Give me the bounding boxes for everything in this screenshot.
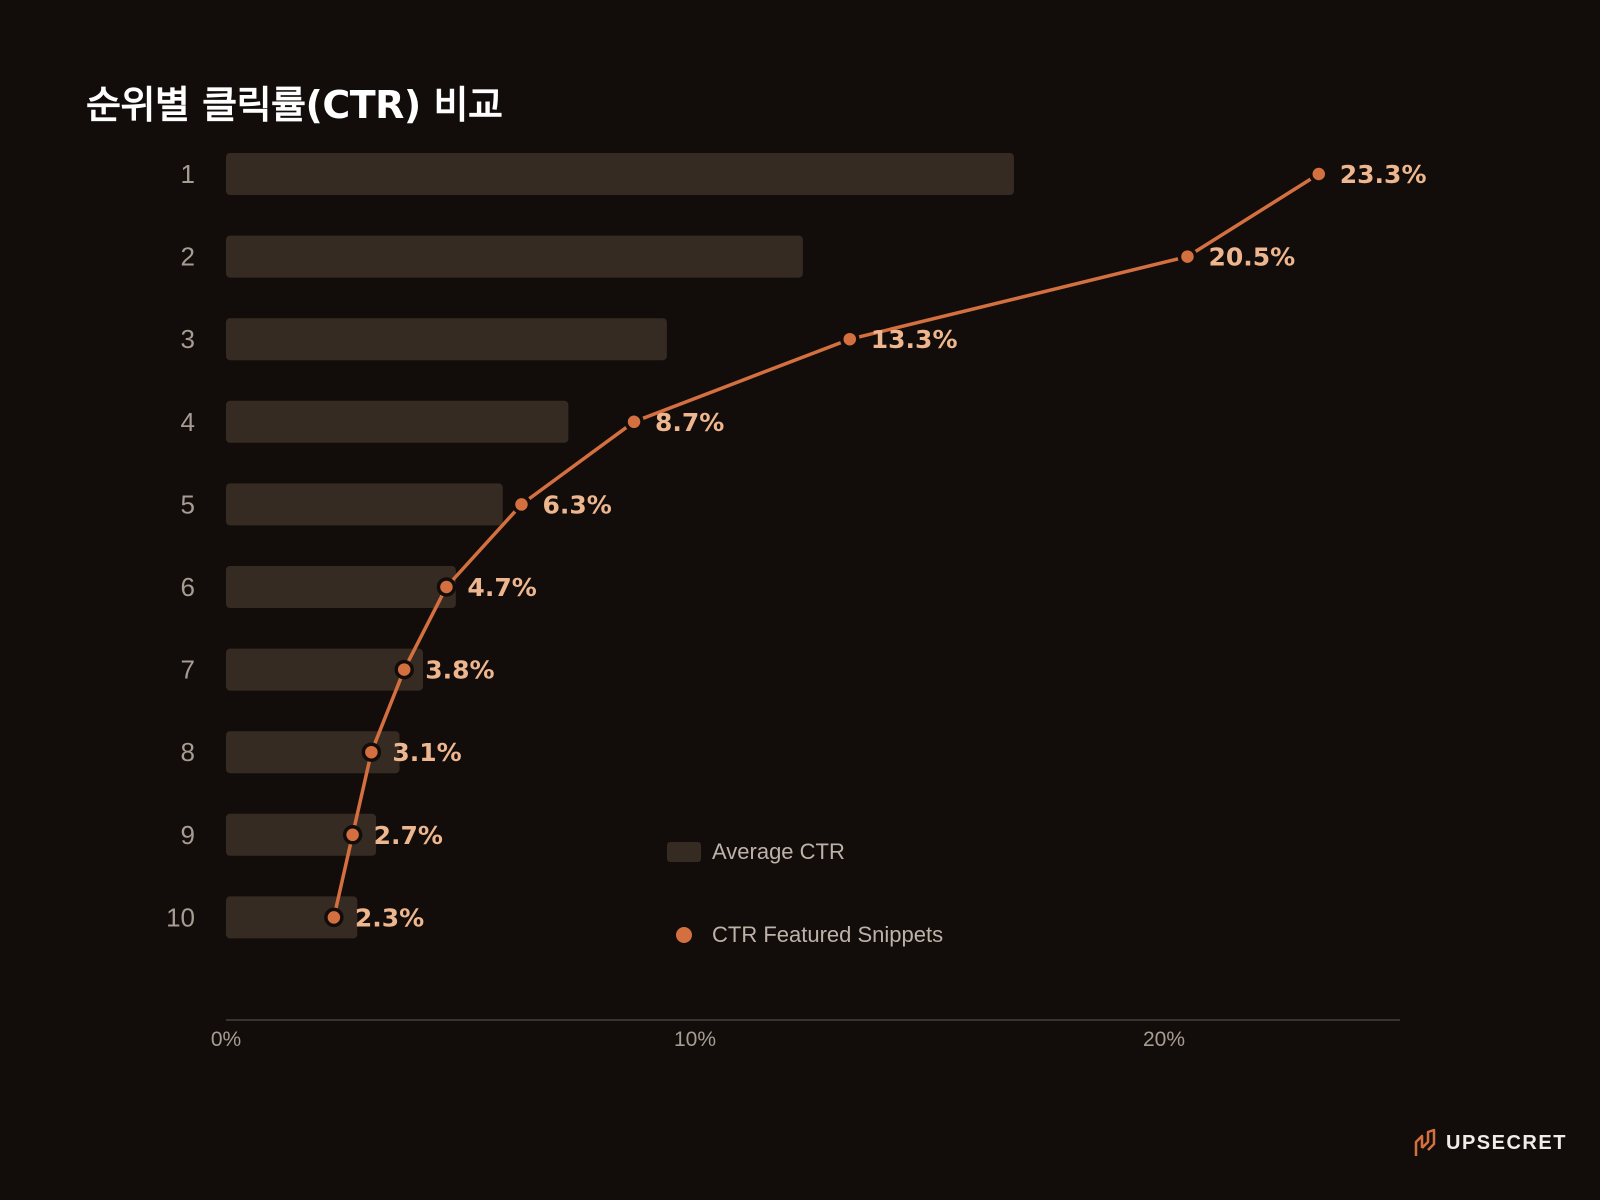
- data-label-6: 4.7%: [467, 573, 536, 602]
- legend-marker-featured-snippets: [676, 927, 692, 943]
- y-tick-label-9: 9: [181, 820, 195, 850]
- y-tick-label-3: 3: [181, 324, 195, 354]
- point-featured-snippets-2: [1177, 246, 1198, 267]
- data-label-7: 3.8%: [425, 656, 494, 685]
- x-tick-label-10: 10%: [674, 1028, 716, 1051]
- bar-average-ctr-7: [226, 648, 423, 691]
- x-tick-label-20: 20%: [1143, 1028, 1185, 1051]
- legend-swatch-average-ctr: [667, 842, 701, 862]
- y-tick-label-7: 7: [181, 655, 195, 685]
- y-tick-label-5: 5: [181, 489, 195, 519]
- point-featured-snippets-4: [624, 412, 644, 432]
- data-label-1: 23.3%: [1340, 160, 1427, 189]
- data-label-8: 3.1%: [392, 738, 461, 767]
- bar-average-ctr-3: [226, 318, 667, 361]
- y-tick-label-4: 4: [181, 407, 195, 437]
- bar-average-ctr-5: [226, 483, 503, 526]
- y-tick-label-1: 1: [181, 159, 195, 189]
- bar-average-ctr-6: [226, 566, 456, 608]
- point-featured-snippets-1: [1309, 164, 1329, 184]
- data-labels: 23.3% 20.5% 13.3% 8.7% 6.3% 4.7% 3.8% 3.1% 2.7% 2…: [355, 160, 1427, 932]
- legend: Average CTR CTR Featured Snippets: [667, 839, 943, 947]
- bar-average-ctr-2: [226, 235, 803, 278]
- x-tick-label-0: 0%: [211, 1028, 241, 1051]
- snippet-points: [324, 164, 1329, 928]
- point-featured-snippets-6: [436, 577, 457, 597]
- bar-average-ctr-9: [226, 813, 377, 856]
- data-label-9: 2.7%: [374, 821, 443, 850]
- point-featured-snippets-7: [394, 659, 414, 680]
- bar-average-ctr-8: [226, 731, 400, 774]
- legend-label-featured-snippets: CTR Featured Snippets: [712, 922, 943, 947]
- bar-average-ctr-10: [226, 896, 358, 939]
- point-featured-snippets-3: [840, 329, 860, 349]
- point-featured-snippets-10: [324, 907, 344, 928]
- data-label-10: 2.3%: [355, 903, 424, 932]
- legend-label-average-ctr: Average CTR: [712, 839, 845, 864]
- brand-name: UPSECRET: [1446, 1131, 1567, 1154]
- data-label-5: 6.3%: [542, 490, 611, 519]
- x-axis-ticks: 0% 10% 20%: [211, 1028, 1185, 1051]
- page-title: 순위별 클릭률(CTR) 비교: [86, 83, 503, 127]
- data-label-3: 13.3%: [871, 325, 958, 354]
- point-featured-snippets-5: [511, 494, 532, 515]
- upsecret-logo-icon: [1414, 1128, 1436, 1156]
- snippet-series-line: [332, 172, 1320, 918]
- point-featured-snippets-8: [361, 742, 382, 762]
- bars-layer: [226, 153, 1014, 939]
- y-tick-label-8: 8: [181, 737, 195, 767]
- y-tick-label-2: 2: [181, 242, 195, 272]
- brand-logo: UPSECRET: [1412, 1128, 1567, 1158]
- data-label-2: 20.5%: [1208, 243, 1295, 272]
- y-tick-label-6: 6: [181, 572, 195, 602]
- bar-average-ctr-1: [226, 153, 1014, 195]
- data-label-4: 8.7%: [655, 408, 724, 437]
- y-tick-label-10: 10: [166, 902, 195, 932]
- y-axis-labels: 1 2 3 4 5 6 7 8 9 10: [166, 159, 195, 932]
- bar-average-ctr-4: [226, 400, 569, 443]
- point-featured-snippets-9: [342, 825, 363, 845]
